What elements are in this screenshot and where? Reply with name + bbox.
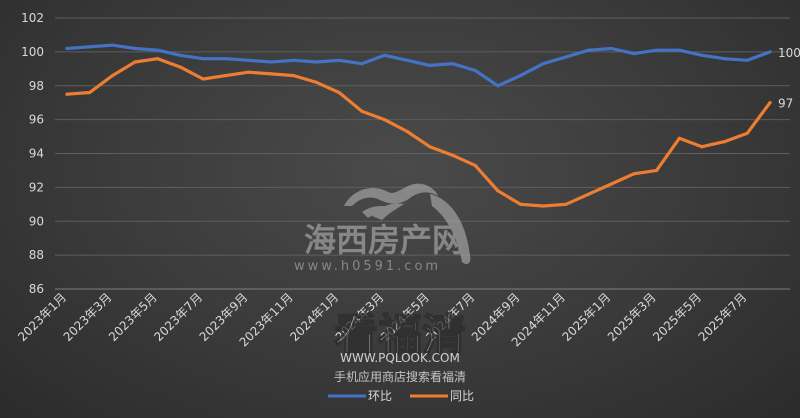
y-tick-label: 94 <box>29 147 44 161</box>
data-point <box>224 57 228 61</box>
y-gridlines <box>55 17 790 290</box>
data-point <box>541 204 545 208</box>
data-point <box>768 50 772 54</box>
data-point <box>564 55 568 59</box>
data-point <box>428 145 432 149</box>
y-tick-label: 88 <box>29 248 44 262</box>
data-point <box>65 92 69 96</box>
data-point <box>110 43 114 47</box>
data-point <box>723 57 727 61</box>
data-point <box>632 52 636 56</box>
legend-label-series-2: 同比 <box>450 389 474 403</box>
series-lines <box>65 43 772 208</box>
data-point <box>473 68 477 73</box>
data-point <box>700 53 704 57</box>
data-point <box>269 72 273 76</box>
y-tick-label: 92 <box>29 180 44 194</box>
data-point <box>292 74 296 78</box>
data-point <box>496 189 500 193</box>
data-point <box>133 60 137 64</box>
data-point <box>473 163 477 167</box>
data-point <box>564 202 568 206</box>
data-point <box>496 84 500 88</box>
data-point <box>337 58 341 62</box>
data-point <box>269 60 273 64</box>
data-point <box>360 109 364 113</box>
data-point <box>700 145 704 149</box>
data-point <box>428 63 432 67</box>
data-point <box>133 46 137 51</box>
y-tick-label: 86 <box>29 282 44 296</box>
data-point <box>677 48 681 52</box>
data-point <box>609 46 613 51</box>
data-point <box>156 48 160 52</box>
x-tick-label: 2025年7月 <box>696 290 750 344</box>
y-axis-tick-labels: 86 88 90 92 94 96 98 100 102 <box>21 11 44 296</box>
data-point <box>314 60 319 64</box>
data-point <box>178 53 182 57</box>
data-point <box>518 74 523 78</box>
data-point <box>246 70 250 74</box>
data-point <box>156 57 160 61</box>
data-point <box>405 58 409 62</box>
data-point <box>382 118 387 122</box>
haixi-logo-icon <box>344 183 471 264</box>
data-point <box>677 136 681 140</box>
data-point <box>450 62 455 66</box>
watermark-logo-url: www.h0591.com <box>294 259 441 274</box>
watermark-brand-text: 看福清 <box>334 310 466 361</box>
data-point <box>405 129 409 134</box>
legend: 环比 同比 <box>328 389 474 403</box>
data-point <box>450 153 455 157</box>
data-point <box>655 48 659 52</box>
end-label-series-2: 97 <box>778 97 793 111</box>
data-point <box>723 140 727 144</box>
data-point <box>292 58 296 62</box>
watermark: 海西房产网 www.h0591.com <box>294 183 471 274</box>
data-point <box>541 62 545 66</box>
data-point <box>201 77 205 81</box>
data-point <box>745 58 749 62</box>
data-point <box>314 80 319 84</box>
series-line-1 <box>65 43 772 88</box>
data-point <box>518 202 523 206</box>
watermark-app-note: 手机应用商店搜索看福清 <box>334 369 466 384</box>
data-point <box>587 48 591 52</box>
y-tick-label: 102 <box>21 11 44 25</box>
series-line-2 <box>65 57 772 208</box>
data-point <box>337 90 341 95</box>
data-point <box>360 62 364 66</box>
brand-watermark: 看福清 WWW.PQLOOK.COM 手机应用商店搜索看福清 <box>333 309 467 384</box>
data-point <box>88 45 92 49</box>
data-point <box>65 46 69 51</box>
data-point <box>382 53 387 57</box>
watermark-brand-url: WWW.PQLOOK.COM <box>340 351 460 365</box>
data-point <box>609 182 613 186</box>
watermark-logo-text: 海西房产网 <box>304 221 464 259</box>
data-point <box>178 65 182 69</box>
end-label-series-1: 100 <box>778 46 800 60</box>
y-tick-label: 98 <box>29 79 44 93</box>
data-point <box>768 101 772 105</box>
data-point <box>655 168 659 172</box>
data-point <box>246 58 250 62</box>
y-tick-label: 90 <box>29 214 44 228</box>
data-point <box>587 192 591 196</box>
y-tick-label: 100 <box>21 45 44 59</box>
data-point <box>632 172 636 176</box>
data-point <box>745 131 749 135</box>
data-point <box>224 74 228 78</box>
data-point <box>88 90 92 95</box>
series-end-labels: 100 97 <box>778 46 800 111</box>
data-point <box>201 57 205 61</box>
data-point <box>110 74 114 78</box>
y-tick-label: 96 <box>29 113 44 127</box>
legend-label-series-1: 环比 <box>368 389 392 403</box>
